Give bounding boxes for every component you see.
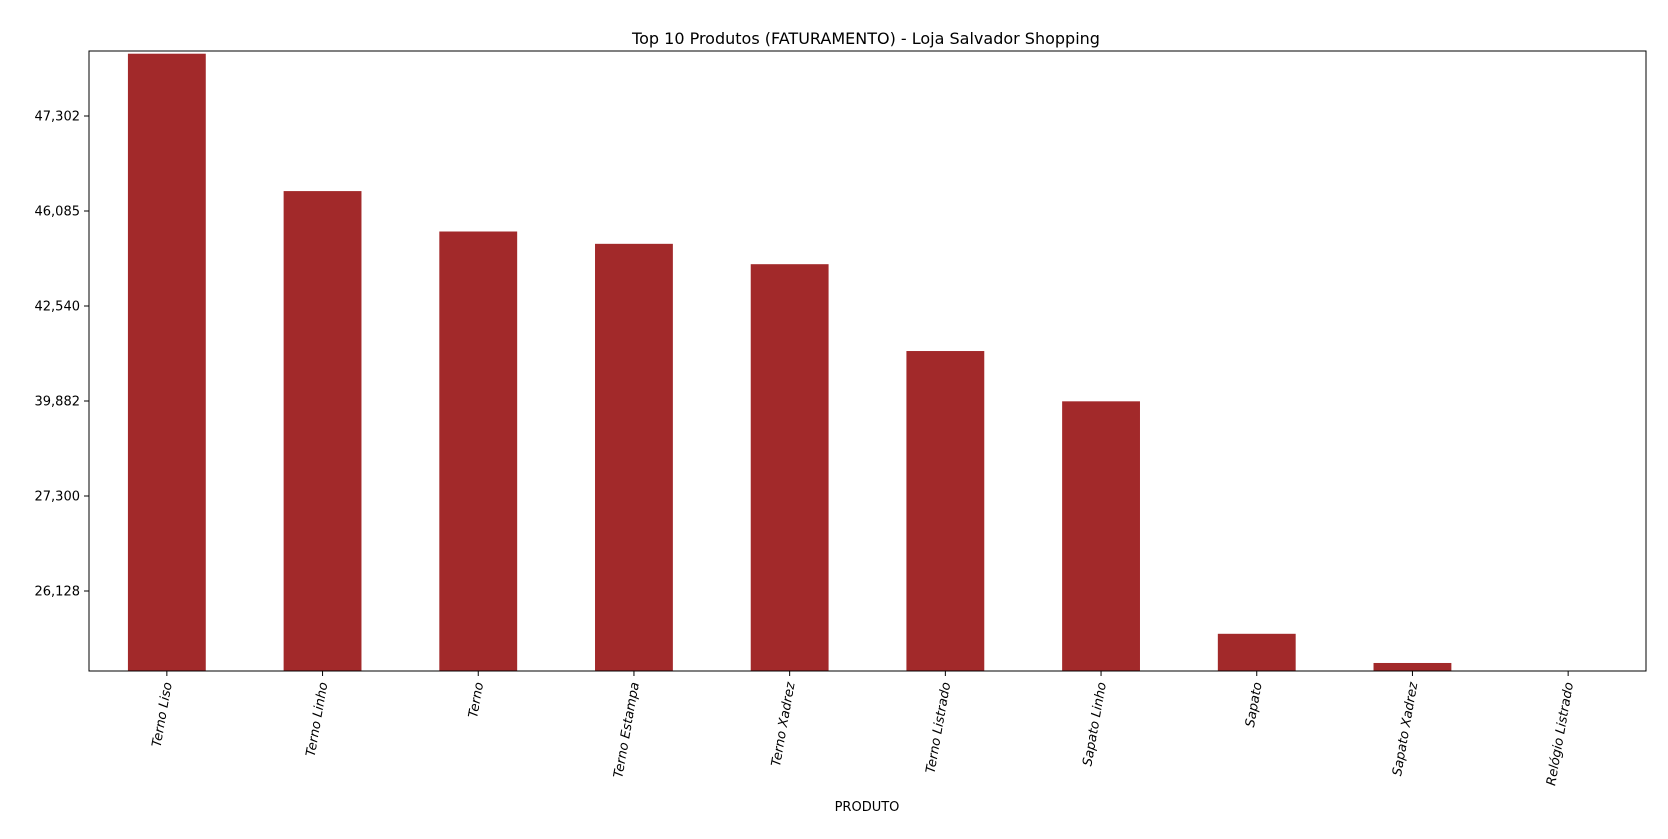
- x-axis-label: PRODUTO: [835, 800, 900, 815]
- x-axis: Terno Liso Terno Linho Terno Terno Estampa T…: [150, 671, 1577, 787]
- y-tick-label: 27,300: [35, 490, 81, 505]
- y-axis: 26,128 27,300 39,882 42,540 46,085 47,302: [35, 110, 89, 600]
- x-tick-label: Sapato Linho: [1080, 681, 1110, 767]
- x-tick-label: Relógio Listrado: [1544, 681, 1577, 787]
- x-tick-label: Terno Estampa: [611, 681, 643, 779]
- y-tick-label: 47,302: [35, 110, 81, 125]
- x-tick-label: Sapato Xadrez: [1390, 680, 1421, 777]
- plot-frame: [88, 50, 1647, 672]
- bar-sapato: [1217, 633, 1296, 671]
- x-tick-label: Terno Liso: [150, 681, 176, 748]
- bar-sapato-linho: [1062, 401, 1140, 671]
- x-tick-label: Terno Xadrez: [769, 680, 799, 768]
- bar-terno-xadrez: [750, 264, 829, 671]
- bar-terno-listrado: [906, 351, 985, 671]
- bar-terno: [439, 231, 518, 671]
- x-tick-label: Terno Listrado: [923, 681, 954, 774]
- y-tick-label: 26,128: [35, 585, 81, 600]
- x-tick-label: Terno Linho: [304, 681, 332, 758]
- bar-terno-estampa: [595, 243, 673, 671]
- bar-sapato-xadrez: [1373, 662, 1452, 671]
- y-tick-label: 42,540: [35, 300, 81, 315]
- bar-terno-liso: [127, 53, 206, 671]
- chart-title: Top 10 Produtos (FATURAMENTO) - Loja Sal…: [631, 29, 1100, 48]
- bar-terno-linho: [283, 191, 362, 671]
- x-tick-label: Terno: [466, 681, 487, 719]
- bars-group: [127, 53, 1452, 671]
- y-tick-label: 39,882: [35, 395, 81, 410]
- y-tick-label: 46,085: [35, 205, 81, 220]
- x-tick-label: Sapato: [1243, 681, 1266, 728]
